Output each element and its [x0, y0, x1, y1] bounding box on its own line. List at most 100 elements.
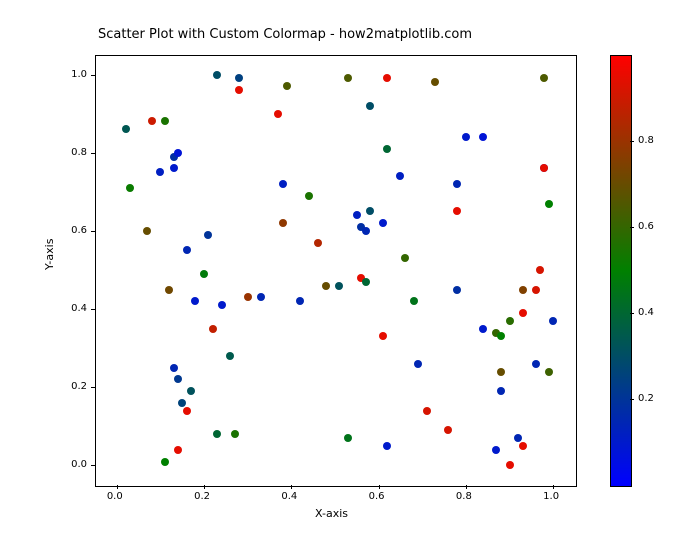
scatter-point: [156, 168, 164, 176]
scatter-point: [383, 145, 391, 153]
scatter-point: [178, 399, 186, 407]
scatter-point: [235, 74, 243, 82]
scatter-point: [314, 239, 322, 247]
scatter-point: [453, 286, 461, 294]
scatter-point: [545, 368, 553, 376]
scatter-point: [506, 461, 514, 469]
scatter-point: [335, 282, 343, 290]
scatter-point: [497, 387, 505, 395]
scatter-point: [479, 325, 487, 333]
scatter-point: [204, 231, 212, 239]
scatter-point: [453, 180, 461, 188]
x-tick-label: 0.8: [456, 491, 472, 502]
x-tick: [291, 485, 292, 489]
scatter-point: [519, 286, 527, 294]
scatter-point: [170, 364, 178, 372]
scatter-point: [161, 458, 169, 466]
scatter-point: [279, 219, 287, 227]
colorbar-tick: [630, 227, 634, 228]
scatter-point: [506, 317, 514, 325]
scatter-point: [126, 184, 134, 192]
scatter-point: [410, 297, 418, 305]
scatter-point: [514, 434, 522, 442]
x-axis-label: X-axis: [315, 507, 348, 520]
y-tick: [91, 465, 95, 466]
scatter-point: [519, 309, 527, 317]
colorbar-tick: [630, 313, 634, 314]
scatter-point: [401, 254, 409, 262]
scatter-point: [362, 278, 370, 286]
scatter-point: [296, 297, 304, 305]
scatter-point: [462, 133, 470, 141]
scatter-point: [540, 164, 548, 172]
scatter-point: [191, 297, 199, 305]
scatter-point: [532, 360, 540, 368]
scatter-point: [174, 149, 182, 157]
y-tick-label: 0.4: [71, 303, 87, 314]
colorbar-tick-label: 0.2: [638, 393, 654, 404]
scatter-point: [431, 78, 439, 86]
scatter-point: [274, 110, 282, 118]
scatter-point: [235, 86, 243, 94]
scatter-point: [545, 200, 553, 208]
colorbar: [610, 55, 632, 487]
x-tick: [466, 485, 467, 489]
scatter-point: [396, 172, 404, 180]
y-tick: [91, 153, 95, 154]
scatter-point: [479, 133, 487, 141]
scatter-point: [362, 227, 370, 235]
scatter-point: [231, 430, 239, 438]
y-tick: [91, 75, 95, 76]
scatter-point: [218, 301, 226, 309]
scatter-point: [213, 430, 221, 438]
scatter-point: [366, 207, 374, 215]
scatter-point: [187, 387, 195, 395]
scatter-point: [183, 246, 191, 254]
scatter-point: [148, 117, 156, 125]
scatter-point: [305, 192, 313, 200]
x-tick-label: 0.0: [107, 491, 123, 502]
scatter-point: [414, 360, 422, 368]
scatter-point: [379, 219, 387, 227]
colorbar-tick-label: 0.4: [638, 307, 654, 318]
y-tick-label: 0.0: [71, 459, 87, 470]
scatter-point: [497, 332, 505, 340]
scatter-point: [174, 446, 182, 454]
scatter-point: [279, 180, 287, 188]
scatter-point: [379, 332, 387, 340]
x-tick: [204, 485, 205, 489]
y-tick-label: 0.8: [71, 147, 87, 158]
y-tick: [91, 231, 95, 232]
scatter-point: [200, 270, 208, 278]
scatter-point: [536, 266, 544, 274]
colorbar-gradient: [611, 56, 631, 486]
chart-title: Scatter Plot with Custom Colormap - how2…: [0, 27, 570, 42]
scatter-point: [423, 407, 431, 415]
x-tick: [117, 485, 118, 489]
y-tick: [91, 387, 95, 388]
scatter-point: [322, 282, 330, 290]
scatter-point: [161, 117, 169, 125]
scatter-point: [532, 286, 540, 294]
scatter-point: [549, 317, 557, 325]
y-axis-label: Y-axis: [43, 239, 56, 270]
x-tick-label: 0.6: [369, 491, 385, 502]
y-tick-label: 0.6: [71, 225, 87, 236]
scatter-point: [257, 293, 265, 301]
scatter-point: [213, 71, 221, 79]
colorbar-tick: [630, 399, 634, 400]
scatter-point: [143, 227, 151, 235]
scatter-point: [283, 82, 291, 90]
scatter-point: [209, 325, 217, 333]
scatter-point: [540, 74, 548, 82]
colorbar-tick-label: 0.8: [638, 135, 654, 146]
figure: Scatter Plot with Custom Colormap - how2…: [0, 0, 700, 560]
x-tick: [553, 485, 554, 489]
scatter-point: [174, 375, 182, 383]
scatter-point: [383, 74, 391, 82]
scatter-point: [383, 442, 391, 450]
scatter-point: [344, 74, 352, 82]
colorbar-tick: [630, 141, 634, 142]
scatter-point: [366, 102, 374, 110]
scatter-point: [170, 164, 178, 172]
